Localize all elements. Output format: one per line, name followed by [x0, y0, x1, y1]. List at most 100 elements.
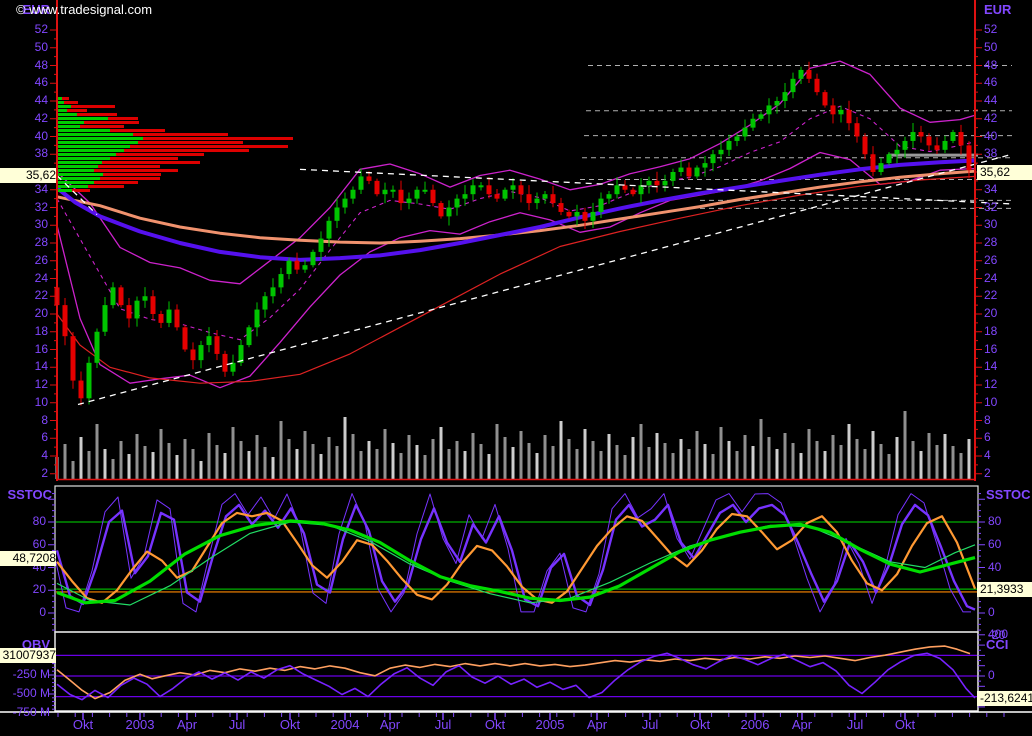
volume-bar: [847, 424, 851, 479]
volume-profile-red-bar: [108, 117, 138, 120]
volume-bar: [511, 447, 515, 479]
volume-bar: [311, 444, 315, 479]
obv-cci-panel[interactable]: [48, 631, 985, 712]
candle-up: [646, 180, 652, 186]
candle-down: [190, 349, 196, 361]
volume-bar: [263, 447, 267, 479]
volume-profile-green-bar: [58, 133, 133, 136]
volume-profile-red-bar: [88, 185, 124, 188]
candle-up: [950, 132, 956, 141]
candle-up: [718, 149, 724, 155]
volume-bar: [487, 454, 491, 479]
volume-profile-red-bar: [62, 97, 69, 100]
volume-bar: [623, 455, 627, 479]
bollinger-middle-band-dashed: [56, 105, 976, 341]
volume-bar: [935, 445, 939, 479]
candle-down: [830, 105, 836, 115]
volume-bar: [447, 449, 451, 479]
candle-up: [462, 194, 468, 199]
volume-profile-green-bar: [58, 149, 124, 152]
candle-down: [854, 123, 860, 137]
candle-up: [502, 189, 508, 199]
volume-bar: [831, 435, 835, 479]
candle-up: [590, 211, 596, 221]
candle-up: [198, 345, 204, 361]
candle-up: [942, 140, 948, 150]
main-price-panel[interactable]: [50, 0, 1013, 481]
candle-up: [750, 118, 756, 128]
volume-bar: [639, 424, 643, 479]
volume-bar: [239, 441, 243, 479]
candle-down: [686, 167, 692, 177]
volume-bar: [791, 443, 795, 479]
volume-bar: [967, 439, 971, 479]
candle-up: [606, 194, 612, 199]
candle-up: [326, 220, 332, 239]
volume-bar: [767, 437, 771, 479]
candle-down: [814, 78, 820, 93]
candle-up: [886, 154, 892, 164]
volume-bar: [127, 454, 131, 479]
volume-bar: [327, 437, 331, 479]
volume-bar: [399, 453, 403, 479]
volume-bar: [895, 437, 899, 479]
volume-bar: [199, 461, 203, 479]
candle-down: [222, 353, 228, 372]
trendline-short-dashed: [56, 175, 98, 216]
candle-down: [934, 145, 940, 150]
volume-bar: [175, 455, 179, 479]
volume-bar: [959, 453, 963, 479]
volume-profile-red-bar: [67, 109, 87, 112]
candle-down: [526, 194, 532, 204]
volume-profile-green-bar: [58, 97, 62, 100]
volume-bar: [495, 424, 499, 479]
price-axis-unit-left: EUR: [22, 2, 50, 17]
volume-bar: [143, 446, 147, 479]
volume-profile-red-bar: [103, 173, 161, 176]
candle-up: [838, 109, 844, 115]
volume-bar: [247, 451, 251, 479]
volume-profile-green-bar: [58, 169, 94, 172]
candle-up: [262, 296, 268, 310]
volume-bar: [855, 439, 859, 479]
time-axis: [0, 711, 1032, 720]
candle-up: [86, 362, 92, 399]
cci-current-value: -213,6241: [977, 691, 1032, 706]
candle-up: [774, 101, 780, 106]
volume-bar: [599, 451, 603, 479]
sstoc-panel-label-right: SSTOC: [986, 487, 1031, 502]
volume-bar: [335, 446, 339, 479]
volume-bar: [951, 446, 955, 479]
volume-bar: [351, 434, 355, 479]
volume-profile-red-bar: [72, 189, 90, 192]
volume-profile-red-bar: [80, 125, 124, 128]
price-axis-unit-right: EUR: [984, 2, 1012, 17]
volume-bar: [775, 449, 779, 479]
candle-down: [70, 336, 76, 381]
candle-down: [862, 136, 868, 155]
volume-bar: [223, 453, 227, 479]
volume-profile-green-bar: [58, 105, 71, 108]
volume-bar: [95, 424, 99, 479]
bollinger-upper-band: [56, 60, 976, 285]
volume-bar: [727, 441, 731, 479]
sstoc-percent-d-slow-purple: [56, 503, 976, 611]
volume-profile-green-bar: [58, 109, 67, 112]
sstoc-green-slow-line: [56, 519, 976, 605]
obv-line-orange: [56, 645, 971, 700]
candle-up: [894, 149, 900, 155]
candle-up: [678, 167, 684, 172]
volume-bar: [287, 439, 291, 479]
candle-down: [966, 145, 972, 171]
volume-bar: [607, 434, 611, 479]
volume-bar: [431, 439, 435, 479]
price-current-value-left: 35,62: [0, 168, 56, 183]
volume-profile-green-bar: [58, 141, 138, 144]
volume-bar: [159, 429, 163, 479]
candle-up: [614, 185, 620, 195]
candle-down: [558, 203, 564, 212]
sstoc-panel[interactable]: [48, 485, 985, 633]
volume-bar: [503, 437, 507, 479]
volume-profile-green-bar: [58, 173, 103, 176]
